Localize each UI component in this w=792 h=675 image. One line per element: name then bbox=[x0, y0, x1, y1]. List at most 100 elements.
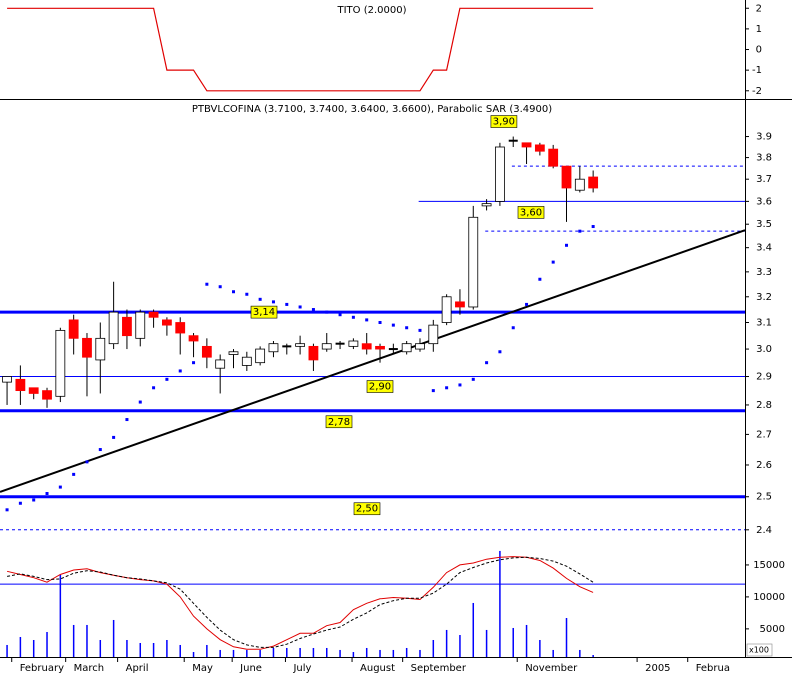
volume-bar bbox=[259, 649, 261, 657]
unit-box bbox=[746, 643, 773, 657]
volume-bar bbox=[166, 639, 168, 657]
x-tick-label: November bbox=[525, 663, 578, 674]
candle-body bbox=[455, 301, 465, 308]
annotation-box bbox=[490, 115, 518, 128]
y-tick-label: 3.6 bbox=[756, 196, 772, 207]
sar-dot bbox=[125, 418, 129, 422]
sar-dot bbox=[365, 318, 369, 322]
candle-body bbox=[108, 311, 119, 345]
x-tick-label: March bbox=[74, 663, 104, 674]
sar-dot bbox=[405, 326, 409, 330]
candle-body bbox=[82, 337, 92, 358]
sar-dot bbox=[205, 282, 209, 286]
x-tick-label: July bbox=[292, 663, 311, 674]
volume-bar bbox=[32, 639, 35, 657]
x-tick-label: June bbox=[239, 663, 262, 674]
sar-dot bbox=[165, 377, 169, 381]
sar-dot bbox=[418, 328, 422, 332]
volume-bar bbox=[485, 629, 488, 657]
annotation-label: 3,90 bbox=[493, 117, 515, 128]
candle-body bbox=[534, 144, 545, 152]
level-label-box bbox=[325, 415, 353, 429]
y-tick-label: 2.7 bbox=[756, 429, 772, 440]
volume-bar bbox=[579, 649, 581, 657]
sar-dot bbox=[152, 386, 156, 390]
candle-body bbox=[148, 311, 159, 318]
sar-dot bbox=[85, 460, 89, 464]
sar-dot bbox=[232, 290, 236, 294]
volume-bar bbox=[112, 619, 115, 657]
volume-bar bbox=[179, 644, 181, 657]
volume-bar bbox=[525, 624, 528, 657]
volume-bar bbox=[246, 649, 248, 657]
volume-bar bbox=[472, 602, 475, 657]
candle-body bbox=[441, 296, 452, 323]
candle-body bbox=[401, 343, 412, 353]
candle-body bbox=[135, 311, 146, 339]
level-label: 3,60 bbox=[520, 207, 542, 218]
sar-dot bbox=[112, 435, 116, 439]
volume-bar bbox=[232, 649, 235, 657]
candle-body bbox=[321, 343, 332, 350]
candle-body bbox=[295, 343, 306, 347]
level-label-box bbox=[517, 206, 545, 219]
volume-bar bbox=[339, 649, 341, 657]
candle-body bbox=[481, 203, 492, 207]
level-label: 3,14 bbox=[253, 307, 275, 318]
volume-bar bbox=[445, 629, 448, 657]
candle-body bbox=[55, 329, 66, 397]
y-tick-label: 3.4 bbox=[756, 243, 772, 254]
sar-dot bbox=[72, 472, 76, 476]
volume-bar bbox=[86, 624, 88, 657]
candle-body bbox=[122, 316, 132, 337]
sar-dot bbox=[485, 361, 489, 365]
sar-dot bbox=[58, 485, 62, 489]
volume-bar bbox=[365, 647, 368, 657]
volume-bar bbox=[19, 636, 22, 657]
sar-dot bbox=[45, 492, 49, 496]
volume-bar bbox=[552, 649, 554, 657]
candle-body bbox=[268, 343, 279, 353]
sar-dot bbox=[32, 498, 36, 502]
sar-dot bbox=[325, 310, 329, 314]
level-label-box bbox=[366, 380, 394, 393]
indicator-title: TITO (2.0000) bbox=[336, 5, 406, 16]
candle-body bbox=[68, 319, 79, 339]
y-tick-label: 3.1 bbox=[756, 318, 772, 329]
y-tick-label: 3.0 bbox=[756, 344, 772, 355]
sar-dot bbox=[5, 508, 9, 512]
volume-bar bbox=[392, 649, 395, 657]
y-tick-label: 3.9 bbox=[756, 132, 772, 143]
indicator-line bbox=[7, 7, 594, 92]
candle-body bbox=[201, 345, 212, 358]
sar-dot bbox=[338, 313, 342, 317]
sar-dot bbox=[138, 400, 142, 404]
volume-bar bbox=[405, 647, 408, 657]
y-tick-label: 2.5 bbox=[756, 492, 772, 503]
level-label: 2,78 bbox=[328, 417, 350, 428]
y-tick-label: 5000 bbox=[760, 624, 785, 635]
candle-body bbox=[2, 376, 12, 383]
candle-body bbox=[361, 343, 372, 350]
candle-body bbox=[468, 216, 479, 308]
sar-dot bbox=[458, 383, 462, 387]
volume-bar bbox=[219, 649, 221, 657]
volume-bar bbox=[126, 639, 128, 657]
sar-dot bbox=[245, 292, 249, 296]
candle-body bbox=[574, 178, 585, 191]
sar-dot bbox=[298, 305, 302, 309]
sar-dot bbox=[285, 302, 289, 306]
y-tick-label: -2 bbox=[752, 86, 762, 97]
volume-bar bbox=[539, 639, 541, 657]
sar-dot bbox=[18, 501, 22, 505]
sar-dot bbox=[98, 448, 102, 452]
candle-body bbox=[188, 335, 199, 342]
sar-dot bbox=[525, 302, 529, 306]
y-tick-label: 2.6 bbox=[756, 460, 772, 471]
volume-bar bbox=[379, 649, 381, 657]
volume-bar bbox=[512, 627, 514, 657]
sar-dot bbox=[498, 350, 502, 354]
x-tick-label: April bbox=[126, 663, 149, 674]
volume-bar bbox=[206, 644, 208, 657]
volume-bar bbox=[352, 652, 355, 657]
